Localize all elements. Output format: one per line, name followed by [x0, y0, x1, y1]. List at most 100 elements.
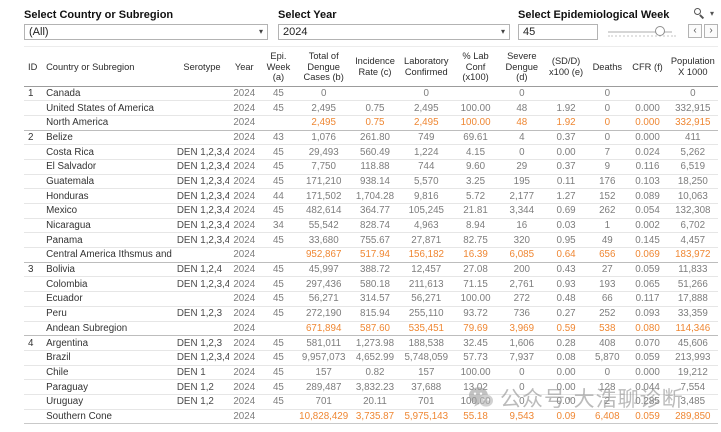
column-header-population-x-1000[interactable]: Population X 1000	[667, 47, 718, 87]
cell-value: 332,915	[667, 114, 718, 131]
week-slider-track[interactable]	[608, 31, 672, 33]
cell-value: 701	[297, 393, 350, 410]
cell-value: 0	[423, 87, 429, 99]
cell-serotype: DEN 1,2,3,4	[174, 158, 230, 175]
cell-value: 388.72	[349, 261, 401, 277]
cell-value: 211,613	[400, 276, 453, 292]
table-row[interactable]: Guatemala DEN 1,2,3,4 2024 45 171,210 938.14 5…	[24, 173, 718, 189]
cell-value: 51,266	[667, 276, 718, 292]
cell-value: 0	[498, 393, 545, 410]
table-row[interactable]: North America 2024 2,495 0.75 2,495 100.00 48 1…	[24, 114, 718, 131]
column-header-epi-week-a[interactable]: Epi. Week (a)	[259, 47, 298, 87]
cell-serotype: DEN 1,2,3,4	[174, 188, 230, 204]
cell-value: 744	[400, 158, 453, 175]
table-row[interactable]: United States of America 2024 45 2,495 0.75 2…	[24, 100, 718, 116]
cell-value: 6,408	[587, 408, 628, 425]
table-row[interactable]: 2 Belize 2024 43 1,076 261.80 749 69.61 4 0.37 0 0.…	[24, 129, 718, 145]
cell-value: 0	[604, 87, 611, 99]
cell-id	[24, 247, 43, 263]
column-header-total-of-dengue-cases-b[interactable]: Total of Dengue Cases (b)	[297, 47, 350, 87]
table-row[interactable]: Central America Ithsmus and .. 2024 952,86…	[24, 247, 718, 263]
cell-year: 2024	[229, 144, 260, 160]
column-header-lab-conf-x100[interactable]: % Lab Conf (x100)	[452, 47, 499, 87]
cell-value: 535,451	[400, 320, 453, 336]
cell-serotype	[174, 320, 230, 336]
previous-week-button[interactable]: ‹	[688, 24, 702, 38]
column-header-cfr-f[interactable]: CFR (f)	[627, 47, 668, 87]
cell-value: 183,972	[667, 247, 718, 263]
table-row[interactable]: Peru DEN 1,2,3 2024 45 272,190 815.94 255,110 9…	[24, 305, 718, 321]
search-icon[interactable]	[694, 8, 705, 19]
cell-value: 32.45	[452, 335, 499, 351]
column-header-severe-dengue-d[interactable]: Severe Dengue (d)	[498, 47, 545, 87]
cell-value: 156,182	[400, 247, 453, 263]
cell-country: United States of America	[42, 100, 175, 116]
column-header-deaths[interactable]: Deaths	[587, 47, 628, 87]
cell-value: 1	[587, 217, 628, 233]
table-row[interactable]: Brazil DEN 1,2,3,4 2024 45 9,957,073 4,652.99…	[24, 349, 718, 366]
week-input[interactable]: 45	[518, 24, 598, 40]
column-header-incidence-rate-c[interactable]: Incidence Rate (c)	[349, 47, 401, 87]
table-row[interactable]: Costa Rica DEN 1,2,3,4 2024 45 29,493 560.49 1…	[24, 144, 718, 160]
cell-serotype	[174, 408, 230, 425]
cell-epi-week	[259, 408, 298, 425]
cell-value: 100.00	[452, 364, 499, 380]
column-header-sd-d-x100-e[interactable]: (SD/D) x100 (e)	[544, 47, 588, 87]
cell-serotype: DEN 1,2	[174, 393, 230, 410]
table-row[interactable]: Mexico DEN 1,2,3,4 2024 45 482,614 364.77 105,…	[24, 203, 718, 219]
table-row[interactable]: Ecuador 2024 45 56,271 314.57 56,271 100.00 272…	[24, 291, 718, 307]
cell-id	[24, 393, 43, 410]
table-row[interactable]: El Salvador DEN 1,2,3,4 2024 45 7,750 118.88 7…	[24, 158, 718, 175]
cell-value: 7	[587, 144, 628, 160]
cell-value: 66	[587, 291, 628, 307]
cell-value: 2	[587, 393, 628, 410]
table-row[interactable]: Andean Subregion 2024 671,894 587.60 535,451…	[24, 320, 718, 336]
cell-id	[24, 232, 43, 248]
cell-value: 3,735.87	[349, 408, 401, 425]
cell-epi-week: 45	[259, 393, 298, 410]
cell-value: 0.27	[544, 305, 588, 321]
table-header-row: ID Country or Subregion Serotype Year Epi. W…	[24, 47, 718, 87]
country-filter-select[interactable]: (All) ▾	[24, 24, 268, 40]
cell-value: 262	[587, 203, 628, 219]
cell-epi-week: 45	[259, 173, 298, 189]
cell-year: 2024	[233, 87, 256, 99]
cell-value: 0.08	[544, 349, 588, 366]
cell-country: Argentina	[42, 335, 175, 351]
table-row[interactable]: Paraguay DEN 1,2 2024 45 289,487 3,832.23 37,6…	[24, 379, 718, 395]
table-row[interactable]: Nicaragua DEN 1,2,3,4 2024 34 55,542 828.74 4,…	[24, 217, 718, 233]
table-row[interactable]: Honduras DEN 1,2,3,4 2024 44 171,502 1,704.28…	[24, 188, 718, 204]
cell-value: 938.14	[349, 173, 401, 189]
column-header-year[interactable]: Year	[229, 47, 260, 87]
table-row[interactable]: Panama DEN 1,2,3,4 2024 45 33,680 755.67 27,87…	[24, 232, 718, 248]
cell-serotype: DEN 1	[174, 364, 230, 380]
column-header-country-or-subregion[interactable]: Country or Subregion	[42, 47, 175, 87]
cell-year: 2024	[229, 349, 260, 366]
country-filter-label: Select Country or Subregion	[24, 9, 174, 21]
cell-value: 0.69	[544, 203, 588, 219]
table-row[interactable]: Colombia DEN 1,2,3,4 2024 45 297,436 580.18 21…	[24, 276, 718, 292]
column-header-serotype[interactable]: Serotype	[174, 47, 230, 87]
week-slider-handle[interactable]	[655, 26, 665, 36]
next-week-button[interactable]: ›	[704, 24, 718, 38]
table-row[interactable]: Southern Cone 2024 10,828,429 3,735.87 5,975…	[24, 408, 718, 425]
table-row[interactable]: Chile DEN 1 2024 45 157 0.82 157 100.00 0 0.00 0 0.…	[24, 364, 718, 380]
cell-country: Mexico	[42, 203, 175, 219]
cell-epi-week: 45	[259, 203, 298, 219]
cell-epi-week: 45	[259, 232, 298, 248]
column-header-id[interactable]: ID	[24, 47, 43, 87]
table-row[interactable]: 4 Argentina DEN 1,2,3 2024 45 581,011 1,273.98…	[24, 335, 718, 351]
cell-value: 7,554	[667, 379, 718, 395]
cell-year: 2024	[229, 129, 260, 145]
chevron-down-icon[interactable]: ▾	[710, 9, 715, 18]
year-filter-select[interactable]: 2024 ▾	[278, 24, 510, 40]
cell-value: 5,870	[587, 349, 628, 366]
cell-value: 0	[519, 87, 525, 99]
chevron-down-icon: ▾	[500, 27, 505, 36]
cell-value: 0	[587, 364, 628, 380]
column-header-laboratory-confirmed[interactable]: Laboratory Confirmed	[400, 47, 453, 87]
table-row[interactable]: 1 Canada 2024 45 0 0 0 0 0	[24, 86, 718, 101]
table-row[interactable]: Uruguay DEN 1,2 2024 45 701 20.11 701 100.00 0 0.…	[24, 393, 718, 410]
table-row[interactable]: 3 Bolivia DEN 1,2,4 2024 45 45,997 388.72 12,45…	[24, 261, 718, 277]
cell-value: 100.00	[452, 114, 499, 131]
